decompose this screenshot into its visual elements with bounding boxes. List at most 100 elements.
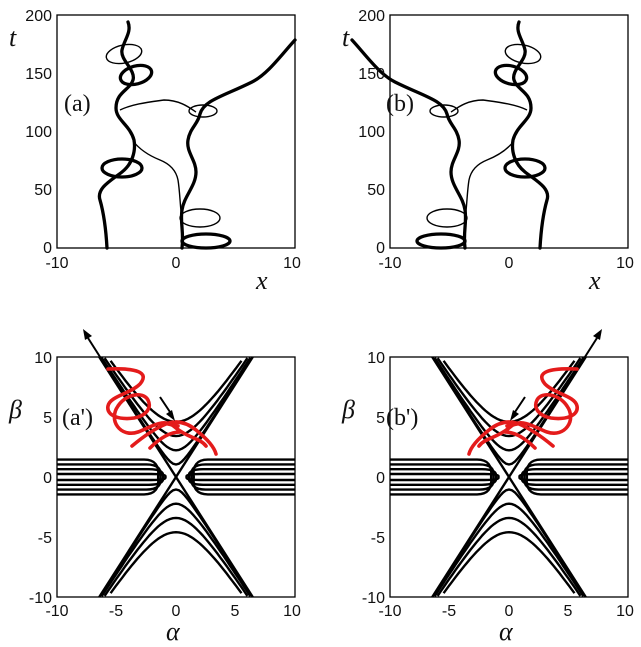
panel-a-prime-xlabel: α <box>166 617 181 646</box>
panel-b-prime-frame <box>389 356 629 598</box>
panel-a-loop-1 <box>105 43 143 65</box>
panel-a-prime-arrow-out-head <box>83 329 92 340</box>
panel-b-xlabel: x <box>588 266 601 295</box>
panel-a-prime-contours <box>57 356 295 598</box>
panel-a-prime-y-tick: 10 <box>34 350 52 367</box>
panel-b-prime-arrow-out <box>582 337 598 361</box>
panel-b-prime-x-tick: 10 <box>616 603 634 620</box>
contour-lower-branch <box>100 502 252 597</box>
panel-a-x-tick: 10 <box>283 255 301 272</box>
panel-b-ylabel: t <box>342 23 350 52</box>
contour-left-loop <box>390 468 498 486</box>
panel-a-prime-trajectory-upper <box>106 367 208 448</box>
panel-a-x-tick: 0 <box>172 255 181 272</box>
panel-b-x-tick: -10 <box>378 255 401 272</box>
panel-b-prime-x-tick: -5 <box>442 603 456 620</box>
panel-b-loop-4 <box>503 157 547 179</box>
panel-a-prime-x-tick: 5 <box>231 603 240 620</box>
panel-a-x-tick: -10 <box>45 255 68 272</box>
panel-b-prime-ylabel: β <box>341 395 355 424</box>
panel-b-loop-6 <box>415 232 467 250</box>
panel-b-thick-curve-right <box>510 20 550 250</box>
panel-a-prime-frame <box>56 356 296 598</box>
contour-lower-branch <box>100 488 252 595</box>
contour-upper-branch <box>100 359 252 466</box>
panel-b-x-tick: 0 <box>505 255 514 272</box>
contour-lower-branch <box>103 516 249 597</box>
contour-right-loop <box>185 472 295 482</box>
panel-a-loop-4 <box>100 157 144 179</box>
panel-b-prime-x-tick: 5 <box>564 603 573 620</box>
contour-left-loop <box>57 463 162 491</box>
contour-right-loop <box>520 468 628 486</box>
panel-a-prime-y-tick: -10 <box>29 590 52 607</box>
panel-a-y-tick: 150 <box>25 66 52 83</box>
contour-left-loop <box>390 458 493 496</box>
panel-b-mirrored-curves <box>350 20 550 250</box>
panel-b-y-tick: 100 <box>358 124 385 141</box>
panel-a-prime-x-tick: 0 <box>172 603 181 620</box>
contour-right-loop <box>525 458 628 496</box>
panel-b-prime-contours <box>390 356 628 598</box>
panel-b-prime-x-tick: -10 <box>378 603 401 620</box>
panel-b-loop-2 <box>493 63 529 87</box>
contour-lower-branch <box>436 516 582 597</box>
panel-b-y-tick: 200 <box>358 8 385 25</box>
contour-right-loop <box>192 458 295 496</box>
contour-separatrix <box>98 356 254 598</box>
panel-a: (a) 0 50 100 150 200 -10 0 10 t x <box>9 8 301 295</box>
panel-a-loop-5 <box>179 208 221 228</box>
panel-b-frame <box>389 14 629 249</box>
contour-left-loop <box>57 468 165 486</box>
contour-right-loop <box>518 472 628 482</box>
panel-b-y-tick: 50 <box>367 182 385 199</box>
panel-b-prime-arrow-in-head <box>510 410 519 421</box>
panel-a-thick-curve-right <box>179 38 297 250</box>
panel-a-loop-6 <box>180 232 232 250</box>
contour-right-loop <box>187 468 295 486</box>
contour-lower-branch <box>433 488 585 595</box>
panel-b-prime-trajectory-upper <box>477 367 579 448</box>
panel-a-prime-trajectory-lower <box>130 420 218 456</box>
panel-b-y-tick: 0 <box>376 240 385 257</box>
panel-b-y-tick: 150 <box>358 66 385 83</box>
panel-b-prime-y-tick: -10 <box>362 590 385 607</box>
panel-a-y-tick: 200 <box>25 8 52 25</box>
panel-a-prime-y-tick: 0 <box>43 470 52 487</box>
panel-a-y-tick: 50 <box>34 182 52 199</box>
panel-a-thin-curve-mid <box>132 140 183 221</box>
panel-a-frame <box>56 14 296 249</box>
panel-a-y-tick: 0 <box>43 240 52 257</box>
panel-a-ylabel: t <box>9 23 17 52</box>
panel-b-prime-y-tick: 5 <box>376 410 385 427</box>
panel-b-thick-curve-left <box>350 38 468 250</box>
contour-left-loop <box>57 472 167 482</box>
panel-a-prime-arrow-out <box>87 337 103 361</box>
panel-a-prime-y-tick: -5 <box>38 530 52 547</box>
panel-b-loop-1 <box>504 43 542 65</box>
panel-a-xlabel: x <box>255 266 268 295</box>
contour-left-loop <box>57 458 160 496</box>
panel-b-prime-xlabel: α <box>499 617 514 646</box>
contour-lower-branch <box>442 531 576 594</box>
contour-right-loop <box>523 463 628 491</box>
panel-a-prime-x-tick: 10 <box>283 603 301 620</box>
panel-b-prime-y-tick: 10 <box>367 350 385 367</box>
panel-a-loop-2 <box>118 63 154 87</box>
panel-b-loop-5 <box>426 208 468 228</box>
panel-a-prime-arrow-in <box>159 396 171 413</box>
panel-b-thin-curve-upper <box>450 99 528 113</box>
panel-b-prime-y-tick: 0 <box>376 470 385 487</box>
panel-a-prime-y-tick: 5 <box>43 410 52 427</box>
panel-a-prime-x-tick: -10 <box>45 603 68 620</box>
panel-b-label: (b) <box>386 91 414 117</box>
panel-b-x-tick: 10 <box>616 255 634 272</box>
panel-b-prime: (b') -10 -5 0 5 10 -10 -5 0 5 10 β α <box>341 329 634 646</box>
contour-upper-branch <box>433 357 585 452</box>
panel-b-loop-3 <box>429 104 459 118</box>
panel-a-label: (a) <box>64 91 91 117</box>
panel-a-prime: (a') -10 -5 0 5 10 -10 -5 0 5 10 β α <box>8 329 301 646</box>
panel-b-prime-trajectory-lower <box>467 420 555 456</box>
panel-a-prime-label: (a') <box>62 405 93 431</box>
